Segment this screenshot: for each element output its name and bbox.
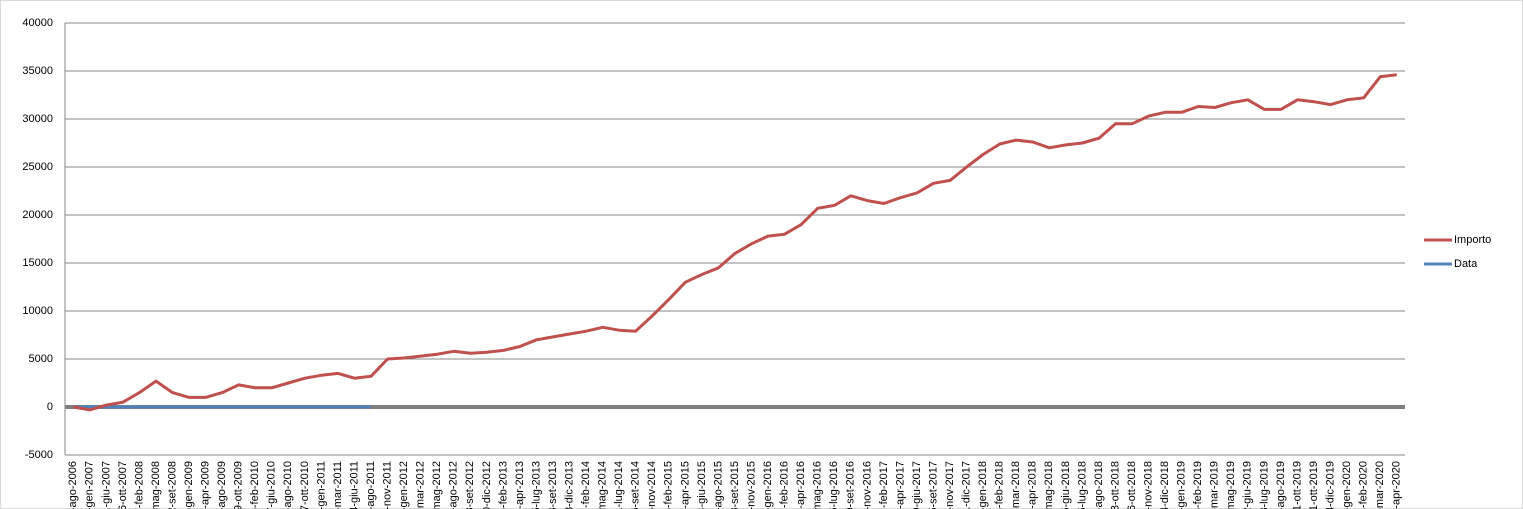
y-tick-label: 0: [47, 401, 53, 413]
x-tick-label: 28-apr-2017: [894, 461, 906, 509]
x-tick-label: 5-feb-2010: [249, 461, 261, 509]
x-tick-label: 31-ago-2010: [282, 461, 294, 509]
x-tick-label: 17-mar-2020: [1374, 461, 1386, 509]
x-tick-label: 9-mag-2014: [597, 461, 609, 509]
legend-label: Data: [1454, 258, 1478, 270]
x-tick-label: 5-feb-2015: [663, 461, 675, 509]
x-tick-label: 16-gen-2009: [183, 461, 195, 509]
x-tick-label: 12-giu-2019: [1242, 461, 1254, 509]
x-tick-label: 4-nov-2011: [381, 461, 393, 509]
x-tick-label: 22-mag-2012: [431, 461, 443, 509]
x-tick-label: 18-dic-2013: [563, 461, 575, 509]
x-tick-label: 9-apr-2020: [1391, 461, 1403, 509]
x-tick-label: 21-dic-2017: [961, 461, 973, 509]
x-tick-label: 27-mar-2018: [1010, 461, 1022, 509]
x-tick-label: 8-gen-2016: [762, 461, 774, 509]
x-tick-label: 30-apr-2018: [1027, 461, 1039, 509]
x-tick-label: 12-gen-2011: [315, 461, 327, 509]
x-tick-label: 20-mar-2012: [415, 461, 427, 509]
y-tick-label: 30000: [22, 113, 53, 125]
x-tick-label: 2-ago-2012: [448, 461, 460, 509]
x-tick-label: 25-nov-2014: [646, 461, 658, 509]
x-tick-label: 7-feb-2008: [133, 461, 145, 509]
x-tick-label: 11-ago-2015: [712, 461, 724, 509]
x-tick-label: 8-mag-2019: [1225, 461, 1237, 509]
x-tick-label: 4-giu-2015: [696, 461, 708, 509]
x-tick-label: 24-feb-2020: [1358, 461, 1370, 509]
x-tick-label: 11-giu-2007: [100, 461, 112, 509]
x-tick-label: 14-gen-2019: [1176, 461, 1188, 509]
x-tick-label: 23-feb-2018: [994, 461, 1006, 509]
x-tick-label: 25-lug-2018: [1076, 461, 1088, 509]
y-tick-label: 10000: [22, 305, 53, 317]
x-tick-label: 18-ago-2011: [365, 461, 377, 509]
y-tick-label: 40000: [22, 17, 53, 29]
x-tick-label: 15-feb-2019: [1192, 461, 1204, 509]
x-tick-label: 25-giu-2018: [1060, 461, 1072, 509]
y-tick-label: 25000: [22, 161, 53, 173]
line-series: [73, 73, 1397, 412]
y-tick-label: 5000: [29, 353, 53, 365]
x-tick-label: 31-ott-2019: [1308, 461, 1320, 509]
x-tick-label: 14-dic-2018: [1159, 461, 1171, 509]
x-tick-label: 20-set-2016: [845, 461, 857, 509]
x-tick-label: 7-giu-2010: [266, 461, 278, 509]
x-tick-label: 26-mar-2019: [1209, 461, 1221, 509]
y-tick-label: 20000: [22, 209, 53, 221]
y-tick-label: 15000: [22, 257, 53, 269]
x-tick-label: 3-ott-2018: [1109, 461, 1121, 509]
x-tick-label: 17-feb-2016: [779, 461, 791, 509]
x-tick-label: 2-set-2008: [166, 461, 178, 509]
x-tick-label: 19-nov-2018: [1142, 461, 1154, 509]
x-tick-label: 28-set-2012: [464, 461, 476, 509]
x-tick-label: 26-ott-2018: [1126, 461, 1138, 509]
x-tick-label: 8-apr-2016: [795, 461, 807, 509]
y-tick-label: 35000: [22, 65, 53, 77]
x-tick-label: 3-ago-2009: [216, 461, 228, 509]
x-tick-label: 18-lug-2019: [1258, 461, 1270, 509]
x-tick-label: 30-mag-2018: [1043, 461, 1055, 509]
y-tick-label: -5000: [25, 449, 53, 461]
x-tick-label: 19-ott-2009: [233, 461, 245, 509]
x-tick-label: 11-lug-2014: [613, 461, 625, 509]
x-tick-label: 19-gen-2007: [84, 461, 96, 509]
legend-label: Importo: [1454, 234, 1491, 246]
x-tick-label: 27-ott-2010: [299, 461, 311, 509]
x-tick-label: 30-gen-2018: [977, 461, 989, 509]
x-tick-label: 4-dic-2019: [1324, 461, 1336, 509]
x-tick-label: 15-lug-2016: [828, 461, 840, 509]
x-tick-label: 23-set-2013: [547, 461, 559, 509]
x-tick-label: 22-ago-2006: [67, 461, 79, 509]
x-tick-label: 27-feb-2017: [878, 461, 890, 509]
x-tick-label: 29-mag-2008: [150, 461, 162, 509]
x-tick-label: 23-nov-2016: [861, 461, 873, 509]
x-tick-label: 1-ott-2019: [1291, 461, 1303, 509]
x-tick-label: 26-feb-2013: [497, 461, 509, 509]
x-tick-label: 27-feb-2014: [580, 461, 592, 509]
x-tick-label: 23-set-2015: [729, 461, 741, 509]
x-tick-label: 26-apr-2013: [514, 461, 526, 509]
x-tick-label: 29-giu-2017: [911, 461, 923, 509]
x-tick-label: 31-mar-2011: [332, 461, 344, 509]
x-tick-label: 26-set-2014: [630, 461, 642, 509]
x-tick-label: 5-lug-2013: [530, 461, 542, 509]
x-tick-label: 14-giu-2011: [348, 461, 360, 509]
x-tick-label: 16-ott-2007: [117, 461, 129, 509]
x-tick-label: 19-nov-2015: [745, 461, 757, 509]
x-tick-label: 25-set-2017: [927, 461, 939, 509]
x-tick-label: 10-gen-2012: [398, 461, 410, 509]
x-tick-label: 13-gen-2020: [1341, 461, 1353, 509]
x-tick-label: 18-mag-2016: [812, 461, 824, 509]
x-tick-label: 29-ago-2018: [1093, 461, 1105, 509]
x-tick-label: 22-ago-2019: [1275, 461, 1287, 509]
x-tick-label: 14-apr-2015: [679, 461, 691, 509]
x-tick-label: 13-nov-2017: [944, 461, 956, 509]
x-tick-label: 10-dic-2012: [481, 461, 493, 509]
x-tick-label: 17-apr-2009: [200, 461, 212, 509]
